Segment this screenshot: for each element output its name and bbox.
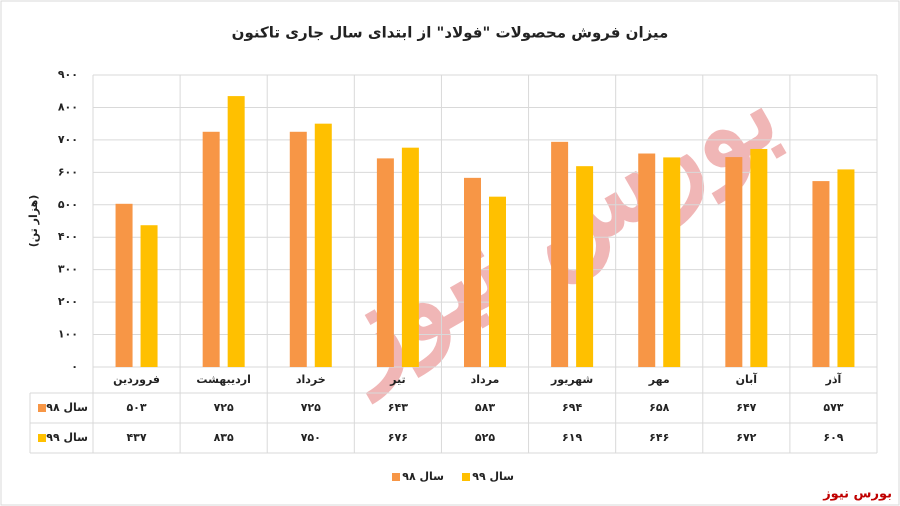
table-value: ۶۷۲ <box>736 431 756 444</box>
bar <box>401 147 419 367</box>
table-value: ۷۲۵ <box>214 401 234 414</box>
x-tick-label: خرداد <box>296 373 326 386</box>
y-tick-label: ۴۰۰ <box>58 230 78 243</box>
table-series-name: سال ۹۸ <box>46 401 88 414</box>
y-tick-label: ۰ <box>71 360 78 373</box>
table-value: ۷۵۰ <box>301 431 321 444</box>
bar <box>837 169 855 367</box>
y-tick-label: ۷۰۰ <box>58 133 78 146</box>
y-tick-label: ۶۰۰ <box>58 165 78 178</box>
y-tick-label: ۸۰۰ <box>58 100 78 113</box>
x-tick-label: اردیبهشت <box>196 373 250 386</box>
table-value: ۷۲۵ <box>301 401 321 414</box>
bar <box>551 141 569 367</box>
table-value: ۶۱۹ <box>562 431 582 444</box>
y-tick-label: ۹۰۰ <box>58 68 78 81</box>
bar <box>489 196 506 367</box>
table-value: ۶۵۸ <box>649 401 669 414</box>
table-value: ۵۰۳ <box>126 401 146 414</box>
source: بورس نیوز <box>822 487 892 502</box>
table-value: ۵۸۳ <box>475 401 495 414</box>
bar <box>227 96 245 367</box>
table-value: ۶۹۴ <box>562 401 582 414</box>
y-tick-label: ۱۰۰ <box>58 328 78 341</box>
y-tick-label: ۳۰۰ <box>58 263 78 276</box>
bar <box>376 158 394 367</box>
table-value: ۶۴۳ <box>388 401 408 414</box>
legend-label: سال ۹۸ <box>402 470 444 483</box>
x-tick-label: مرداد <box>471 373 500 386</box>
bar <box>663 157 681 367</box>
table-value: ۵۲۵ <box>475 431 495 444</box>
bar <box>750 148 768 367</box>
y-tick-label: ۲۰۰ <box>58 295 78 308</box>
bar <box>725 157 743 367</box>
x-tick-label: آبان <box>736 372 758 386</box>
bar <box>115 203 133 367</box>
x-tick-label: فروردین <box>113 373 160 386</box>
legend-swatch <box>392 473 400 481</box>
table-series-name: سال ۹۹ <box>46 431 88 444</box>
x-tick-label: آذر <box>825 372 842 386</box>
table-value: ۶۴۷ <box>736 401 756 414</box>
bar <box>140 225 158 367</box>
bar <box>202 131 220 367</box>
bar <box>812 181 830 367</box>
x-tick-label: مهر <box>648 373 670 386</box>
chart-title: میزان فروش محصولات "فولاد" از ابتدای سال… <box>232 24 669 42</box>
table-value: ۴۳۷ <box>126 431 146 444</box>
table-value: ۶۴۶ <box>649 431 669 444</box>
table-legend-swatch <box>38 434 46 442</box>
x-tick-label: تیر <box>389 373 405 386</box>
y-tick-label: ۵۰۰ <box>58 198 78 211</box>
bar <box>464 177 481 367</box>
table-value: ۶۰۹ <box>823 431 843 444</box>
bar <box>314 123 332 368</box>
table-value: ۵۷۳ <box>823 401 843 414</box>
bar <box>289 131 307 367</box>
table-value: ۸۳۵ <box>214 431 234 444</box>
x-tick-label: شهریور <box>550 373 593 386</box>
legend-swatch <box>462 473 470 481</box>
bar <box>576 166 594 367</box>
legend-label: سال ۹۹ <box>472 470 514 483</box>
table-value: ۶۷۶ <box>388 431 408 444</box>
table-legend-swatch <box>38 404 46 412</box>
bar <box>638 153 656 367</box>
y-axis-label: (هزار تن) <box>27 195 40 248</box>
